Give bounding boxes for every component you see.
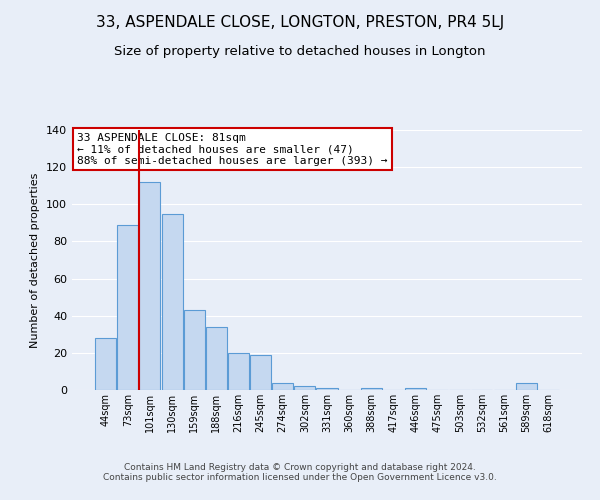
Text: Contains HM Land Registry data © Crown copyright and database right 2024.
Contai: Contains HM Land Registry data © Crown c… [103,463,497,482]
Bar [161,214,182,390]
Bar [295,386,316,390]
Text: 33 ASPENDALE CLOSE: 81sqm
← 11% of detached houses are smaller (47)
88% of semi-: 33 ASPENDALE CLOSE: 81sqm ← 11% of detac… [77,132,388,166]
Bar [272,382,293,390]
Bar [405,388,426,390]
Bar [95,338,116,390]
Bar [184,310,205,390]
Bar [361,388,382,390]
Bar [206,327,227,390]
Bar [139,182,160,390]
Bar [515,382,536,390]
Text: 33, ASPENDALE CLOSE, LONGTON, PRESTON, PR4 5LJ: 33, ASPENDALE CLOSE, LONGTON, PRESTON, P… [96,15,504,30]
Bar [228,353,249,390]
Bar [316,388,338,390]
Y-axis label: Number of detached properties: Number of detached properties [31,172,40,348]
Bar [118,224,139,390]
Bar [250,354,271,390]
Text: Size of property relative to detached houses in Longton: Size of property relative to detached ho… [114,45,486,58]
